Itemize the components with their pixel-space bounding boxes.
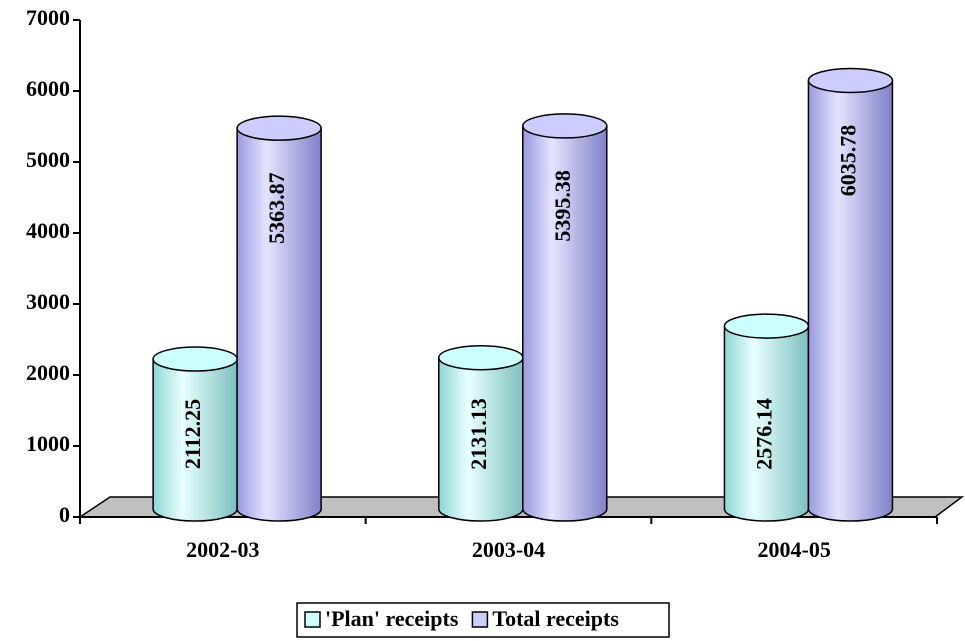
- cylinder-top: [438, 344, 524, 371]
- legend-swatch: [471, 611, 489, 628]
- y-tick-label: 3000: [26, 289, 70, 314]
- y-tick-label: 2000: [26, 360, 70, 385]
- bar: [152, 346, 238, 522]
- bar: [438, 344, 524, 522]
- y-tick-label: 6000: [26, 76, 70, 101]
- bar: [807, 67, 894, 522]
- x-tick-label: 2004-05: [758, 537, 831, 562]
- data-label: 2131.13: [466, 398, 491, 470]
- y-tick-label: 5000: [26, 147, 70, 172]
- legend-swatch: [304, 611, 321, 628]
- cylinder-body: [152, 358, 238, 522]
- cylinder-body: [723, 325, 810, 522]
- y-tick-label: 0: [59, 502, 70, 527]
- cylinder-body: [438, 356, 524, 522]
- data-label: 6035.78: [835, 125, 860, 197]
- data-label: 5395.38: [550, 170, 575, 242]
- cylinder-body: [236, 127, 322, 522]
- y-tick-label: 7000: [26, 5, 70, 30]
- data-label: 5363.87: [264, 172, 289, 244]
- bar: [723, 313, 810, 522]
- bar: [236, 115, 322, 522]
- cylinder-top: [152, 346, 238, 372]
- y-tick-label: 4000: [26, 218, 70, 243]
- data-label: 2576.14: [751, 398, 776, 470]
- bar: [522, 113, 608, 522]
- legend-label: Total receipts: [492, 606, 619, 631]
- legend-label: 'Plan' receipts: [325, 606, 459, 631]
- cylinder-top: [807, 67, 894, 94]
- cylinder-top: [236, 115, 322, 141]
- cylinder-top: [723, 313, 810, 339]
- y-tick-label: 1000: [26, 431, 70, 456]
- data-label: 2112.25: [180, 399, 205, 469]
- cylinder-body: [807, 79, 894, 522]
- x-tick-label: 2002-03: [186, 537, 259, 562]
- cylinder-top: [522, 113, 608, 139]
- x-tick-label: 2003-04: [472, 537, 545, 562]
- cylinder-body: [522, 125, 608, 522]
